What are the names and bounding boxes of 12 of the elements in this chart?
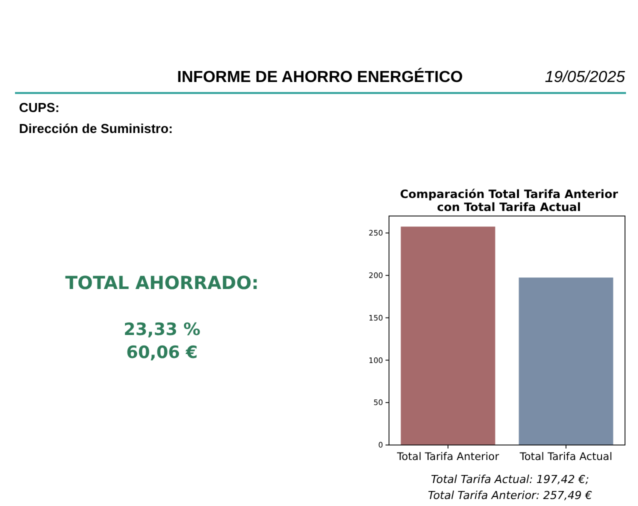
text: Dirección de Suministro: <box>19 121 173 136</box>
text: 19/05/2025 <box>544 69 626 86</box>
text: 23,33 % <box>124 320 200 340</box>
text: Total Tarifa Actual: 197,42 €; <box>430 473 590 486</box>
text: INFORME DE AHORRO ENERGÉTICO <box>177 67 463 86</box>
text: Total Tarifa Anterior: 257,49 € <box>428 489 592 502</box>
text: CUPS: <box>19 100 60 115</box>
text: 60,06 € <box>126 343 198 363</box>
chart-title: Comparación Total Tarifa Anterior con Total Tarifa Actual <box>400 187 618 214</box>
x-tick-label: Total Tarifa Actual <box>518 451 612 463</box>
text: TOTAL AHORRADO: <box>65 273 259 294</box>
x-tick-label: Total Tarifa Anterior <box>396 451 500 463</box>
